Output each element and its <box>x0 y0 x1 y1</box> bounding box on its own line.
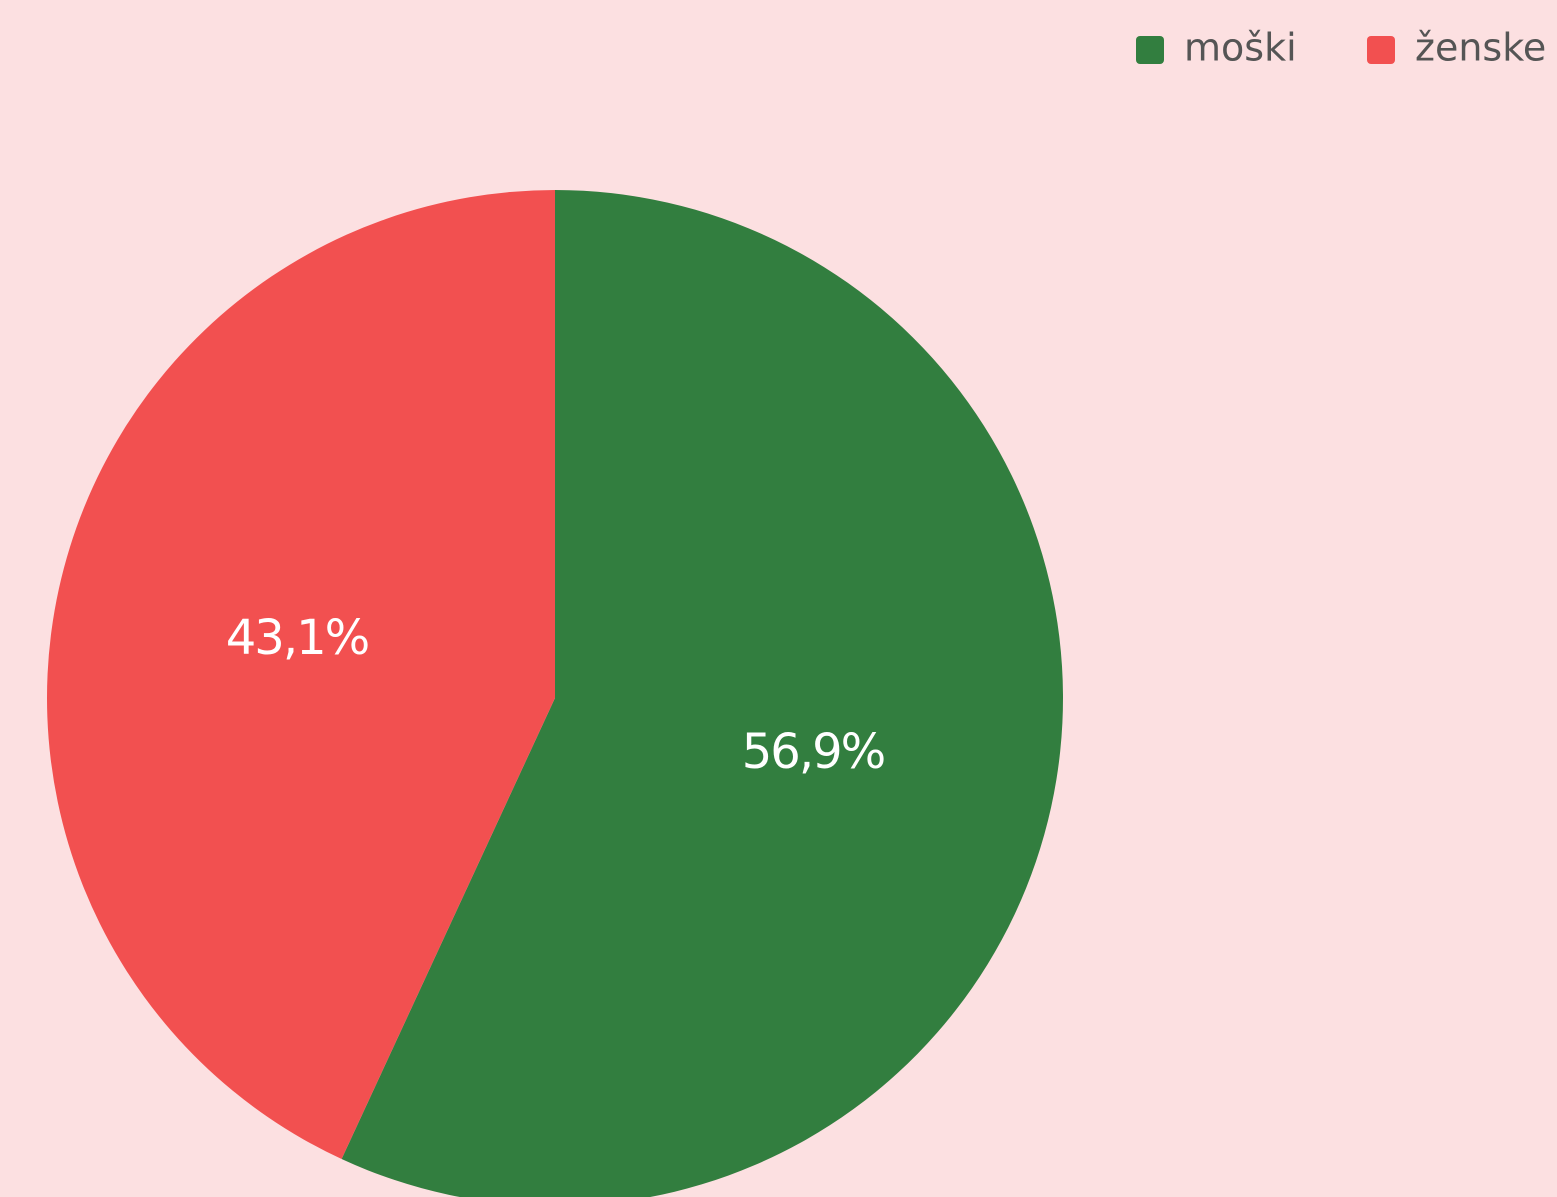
pie-slice <box>47 190 556 1160</box>
legend-label: ženske <box>1415 26 1546 70</box>
legend-swatch <box>1136 36 1164 64</box>
value-label: 43,1% <box>226 610 368 666</box>
value-label: 56,9% <box>742 724 884 780</box>
pie-slice <box>341 190 1063 1197</box>
legend-label: moški <box>1184 26 1297 70</box>
legend-swatch <box>1367 36 1395 64</box>
